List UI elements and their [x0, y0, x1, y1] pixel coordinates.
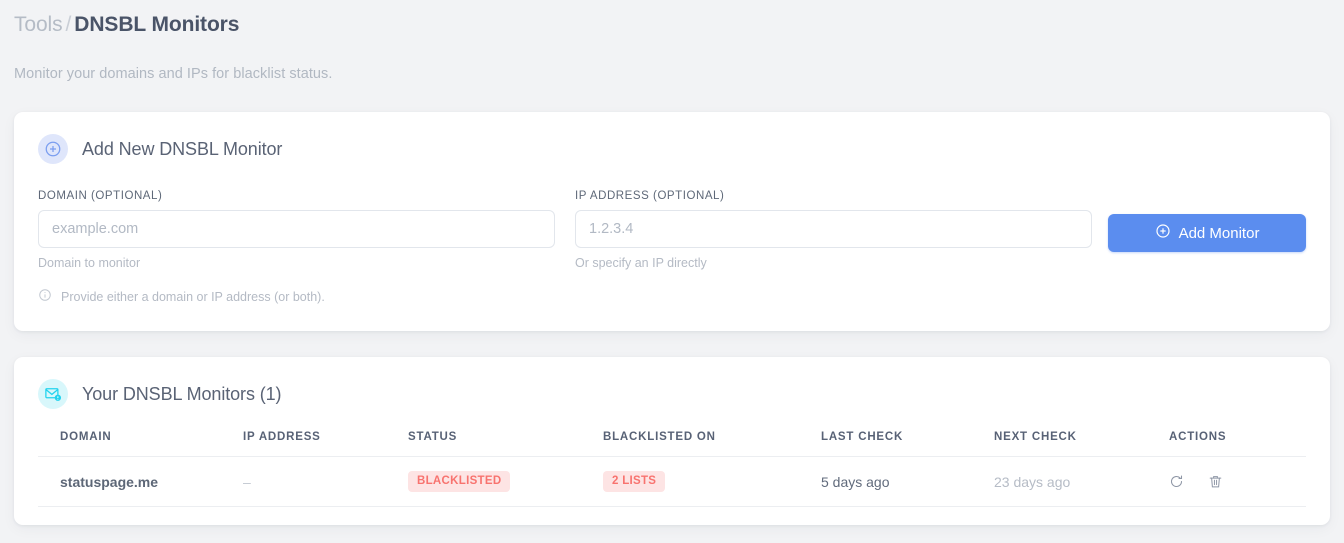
- ip-field-hint: Or specify an IP directly: [575, 256, 707, 270]
- domain-field-hint: Domain to monitor: [38, 256, 141, 270]
- column-header-blacklisted-on: BLACKLISTED ON: [603, 431, 821, 457]
- column-header-last-check: LAST CHECK: [821, 431, 994, 457]
- monitors-list-card-header: Your DNSBL Monitors (1): [38, 379, 1306, 409]
- cell-blacklisted-on: 2 LISTS: [603, 456, 821, 507]
- form-note: Provide either a domain or IP address (o…: [38, 288, 1306, 305]
- ip-field-group: IP ADDRESS (OPTIONAL) Or specify an IP d…: [575, 190, 1092, 270]
- add-monitor-card-header: Add New DNSBL Monitor: [38, 134, 1306, 164]
- cell-last-check: 5 days ago: [821, 456, 994, 507]
- page-subtitle: Monitor your domains and IPs for blackli…: [14, 66, 333, 82]
- breadcrumb: Tools / DNSBL Monitors: [14, 12, 1330, 38]
- refresh-icon[interactable]: [1169, 474, 1184, 489]
- monitors-list-card-title: Your DNSBL Monitors (1): [82, 383, 282, 404]
- page-title: DNSBL Monitors: [74, 13, 240, 36]
- ip-input[interactable]: [575, 210, 1092, 248]
- status-badge: BLACKLISTED: [408, 471, 511, 492]
- ip-field-label: IP ADDRESS (OPTIONAL): [575, 190, 725, 202]
- add-monitor-button[interactable]: Add Monitor: [1108, 214, 1306, 252]
- row-actions: [1169, 474, 1306, 489]
- cell-domain: statuspage.me: [38, 456, 243, 507]
- cell-status: BLACKLISTED: [408, 456, 603, 507]
- blacklisted-count-badge[interactable]: 2 LISTS: [603, 471, 666, 492]
- domain-field-label: DOMAIN (OPTIONAL): [38, 190, 163, 202]
- cell-actions: [1169, 456, 1306, 507]
- table-header-row: DOMAIN IP ADDRESS STATUS BLACKLISTED ON …: [38, 431, 1306, 457]
- column-header-actions: ACTIONS: [1169, 431, 1306, 457]
- page-header: Tools / DNSBL Monitors Monitor your domain…: [0, 0, 1344, 82]
- form-note-text: Provide either a domain or IP address (o…: [61, 289, 325, 304]
- table-row[interactable]: statuspage.me – BLACKLISTED 2 LISTS 5 da…: [38, 456, 1306, 507]
- breadcrumb-separator: /: [65, 13, 72, 36]
- add-monitor-card-title: Add New DNSBL Monitor: [82, 138, 283, 159]
- info-circle-icon: [38, 288, 52, 305]
- cell-next-check: 23 days ago: [994, 456, 1169, 507]
- plus-circle-icon: [38, 134, 68, 164]
- add-monitor-form: DOMAIN (OPTIONAL) Domain to monitor IP A…: [38, 190, 1306, 270]
- monitors-table: DOMAIN IP ADDRESS STATUS BLACKLISTED ON …: [38, 431, 1306, 507]
- column-header-next-check: NEXT CHECK: [994, 431, 1169, 457]
- breadcrumb-parent[interactable]: Tools: [14, 13, 63, 36]
- column-header-ip-address: IP ADDRESS: [243, 431, 408, 457]
- monitors-list-card: Your DNSBL Monitors (1) DOMAIN IP ADDRES…: [14, 357, 1330, 525]
- cell-ip-address: –: [243, 456, 408, 507]
- submit-button-wrapper: Add Monitor: [1108, 190, 1306, 252]
- column-header-status: STATUS: [408, 431, 603, 457]
- domain-field-group: DOMAIN (OPTIONAL) Domain to monitor: [38, 190, 555, 270]
- plus-circle-icon: [1155, 223, 1171, 243]
- mail-alert-icon: [38, 379, 68, 409]
- add-monitor-button-label: Add Monitor: [1178, 224, 1260, 242]
- add-monitor-card: Add New DNSBL Monitor DOMAIN (OPTIONAL) …: [14, 112, 1330, 331]
- trash-icon[interactable]: [1208, 474, 1223, 489]
- domain-input[interactable]: [38, 210, 555, 248]
- column-header-domain: DOMAIN: [38, 431, 243, 457]
